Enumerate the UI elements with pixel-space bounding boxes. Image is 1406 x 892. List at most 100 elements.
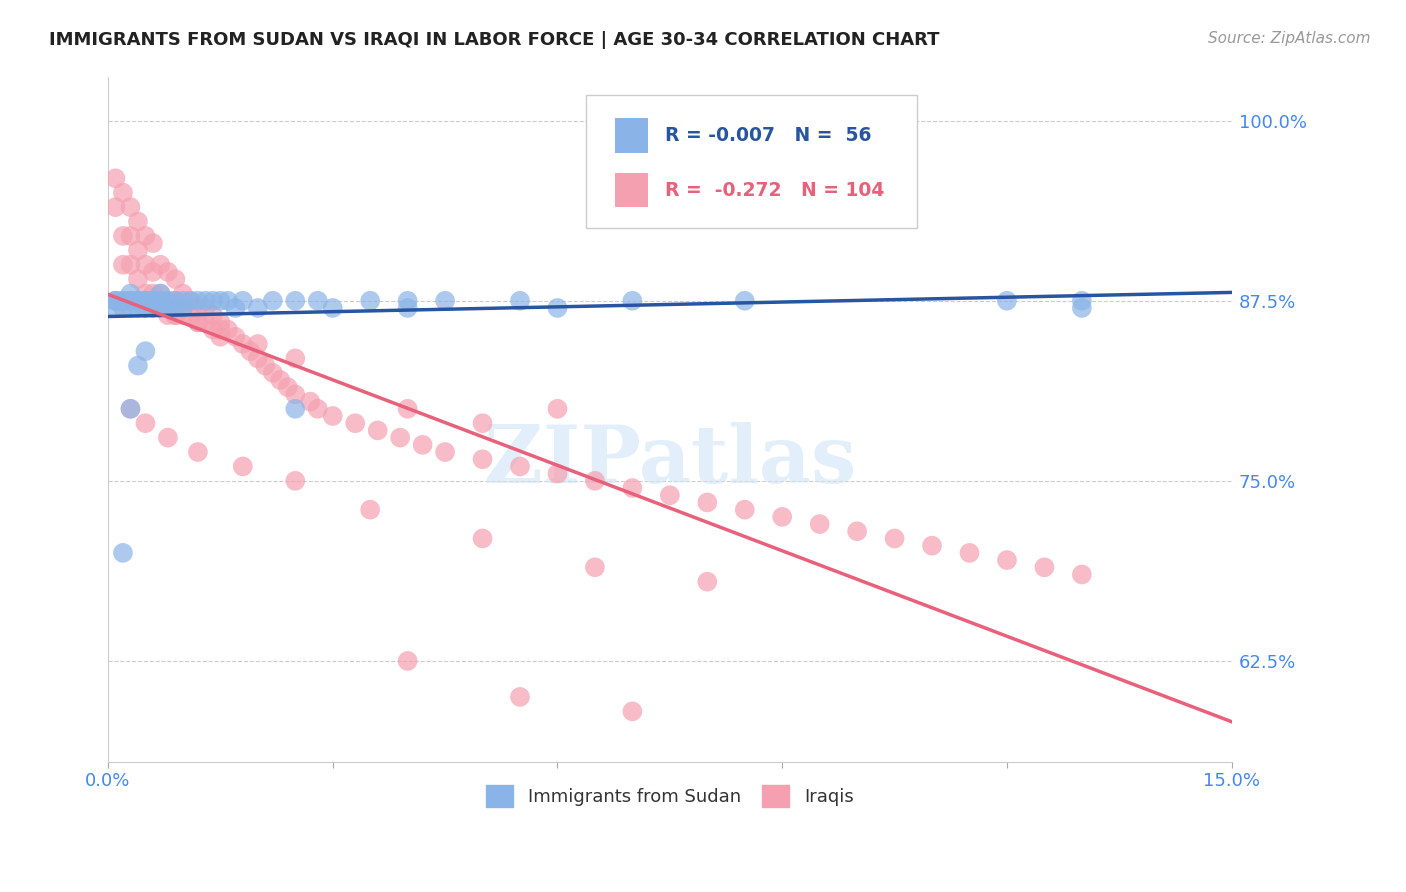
- Point: [179, 308, 201, 322]
- Point: [734, 502, 756, 516]
- Point: [111, 301, 134, 315]
- Bar: [614, 119, 648, 153]
- Point: [127, 244, 149, 258]
- Point: [165, 293, 187, 308]
- Point: [111, 293, 134, 308]
- Text: R = -0.007   N =  56: R = -0.007 N = 56: [665, 126, 872, 145]
- Point: [142, 286, 165, 301]
- Text: IMMIGRANTS FROM SUDAN VS IRAQI IN LABOR FORCE | AGE 30-34 CORRELATION CHART: IMMIGRANTS FROM SUDAN VS IRAQI IN LABOR …: [49, 31, 939, 49]
- Point: [149, 293, 172, 308]
- Point: [396, 293, 419, 308]
- Point: [134, 293, 156, 308]
- Point: [284, 474, 307, 488]
- Text: ZIPatlas: ZIPatlas: [484, 422, 856, 500]
- Point: [883, 532, 905, 546]
- Point: [156, 301, 179, 315]
- Point: [142, 301, 165, 315]
- Point: [156, 308, 179, 322]
- Legend: Immigrants from Sudan, Iraqis: Immigrants from Sudan, Iraqis: [479, 778, 860, 814]
- Point: [696, 495, 718, 509]
- Point: [142, 265, 165, 279]
- Point: [142, 236, 165, 251]
- Point: [471, 416, 494, 430]
- Point: [434, 293, 457, 308]
- Point: [172, 293, 194, 308]
- Point: [209, 330, 232, 344]
- Point: [322, 301, 344, 315]
- Point: [156, 293, 179, 308]
- Point: [134, 258, 156, 272]
- Point: [194, 301, 217, 315]
- Point: [1070, 293, 1092, 308]
- Point: [770, 509, 793, 524]
- Point: [134, 301, 156, 315]
- Point: [134, 228, 156, 243]
- Point: [179, 293, 201, 308]
- Point: [224, 301, 246, 315]
- Text: Source: ZipAtlas.com: Source: ZipAtlas.com: [1208, 31, 1371, 46]
- Point: [396, 654, 419, 668]
- Point: [284, 387, 307, 401]
- Point: [149, 301, 172, 315]
- Point: [120, 401, 142, 416]
- Point: [134, 286, 156, 301]
- Point: [396, 301, 419, 315]
- Point: [111, 186, 134, 200]
- Point: [201, 308, 224, 322]
- Point: [621, 293, 644, 308]
- Point: [471, 532, 494, 546]
- Point: [127, 293, 149, 308]
- Point: [284, 351, 307, 366]
- Point: [134, 416, 156, 430]
- Point: [471, 452, 494, 467]
- Point: [1033, 560, 1056, 574]
- Point: [120, 258, 142, 272]
- Point: [127, 301, 149, 315]
- Point: [142, 301, 165, 315]
- Point: [396, 401, 419, 416]
- Point: [142, 293, 165, 308]
- Point: [187, 293, 209, 308]
- Point: [111, 228, 134, 243]
- Point: [509, 690, 531, 704]
- Point: [127, 214, 149, 228]
- Point: [149, 258, 172, 272]
- Point: [120, 401, 142, 416]
- Point: [921, 539, 943, 553]
- Point: [194, 293, 217, 308]
- Point: [172, 286, 194, 301]
- Point: [269, 373, 291, 387]
- Point: [134, 301, 156, 315]
- Point: [239, 344, 262, 359]
- Point: [277, 380, 299, 394]
- Point: [156, 293, 179, 308]
- Point: [434, 445, 457, 459]
- Point: [187, 315, 209, 329]
- Point: [104, 301, 127, 315]
- Point: [187, 445, 209, 459]
- Point: [583, 474, 606, 488]
- Point: [165, 308, 187, 322]
- Point: [120, 293, 142, 308]
- Point: [232, 337, 254, 351]
- Point: [367, 424, 389, 438]
- Point: [307, 293, 329, 308]
- Point: [187, 315, 209, 329]
- Point: [284, 401, 307, 416]
- Point: [262, 366, 284, 380]
- Point: [179, 293, 201, 308]
- Point: [284, 293, 307, 308]
- Bar: [614, 173, 648, 208]
- Point: [111, 293, 134, 308]
- Point: [246, 337, 269, 351]
- Point: [621, 704, 644, 718]
- Point: [134, 293, 156, 308]
- Point: [546, 467, 568, 481]
- Point: [209, 322, 232, 336]
- Point: [165, 293, 187, 308]
- Point: [165, 308, 187, 322]
- Point: [172, 301, 194, 315]
- Point: [359, 502, 381, 516]
- Point: [389, 431, 412, 445]
- Point: [120, 200, 142, 214]
